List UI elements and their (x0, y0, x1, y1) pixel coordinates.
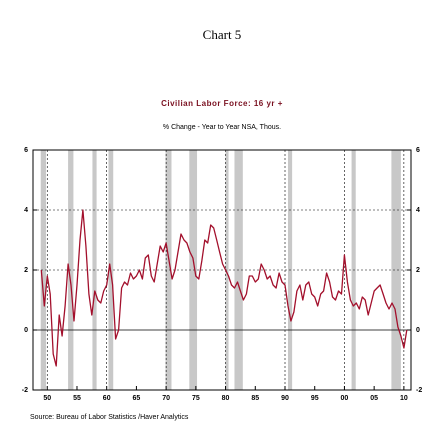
x-tick-label: 80 (222, 395, 230, 402)
y-tick-label-right: 2 (416, 267, 420, 274)
x-tick-label: 70 (162, 395, 170, 402)
source-note: Source: Bureau of Labor Statistics /Have… (30, 414, 189, 421)
x-tick-label: 85 (251, 395, 259, 402)
x-tick-label: 10 (400, 395, 408, 402)
x-tick-label: 05 (370, 395, 378, 402)
x-tick-label: 55 (73, 395, 81, 402)
y-tick-label-right: -2 (416, 387, 422, 394)
x-tick-label: 95 (311, 395, 319, 402)
recession-band (165, 150, 172, 390)
chart-note: % Change - Year to Year NSA, Thous. (163, 124, 281, 131)
y-tick-label: -2 (22, 387, 28, 394)
recession-band (40, 150, 47, 390)
y-tick-label: 6 (24, 147, 28, 154)
y-tick-label-right: 0 (416, 327, 420, 334)
recession-band (225, 150, 229, 390)
plot-frame (32, 149, 412, 391)
y-tick-label-right: 6 (416, 147, 420, 154)
y-tick-label: 4 (24, 207, 28, 214)
chart-title: Chart 5 (203, 27, 242, 42)
x-tick-label: 60 (103, 395, 111, 402)
x-tick-label: 75 (192, 395, 200, 402)
x-tick-label: 65 (133, 395, 141, 402)
chart-subtitle: Civilian Labor Force: 16 yr + (161, 99, 283, 108)
recession-band (391, 150, 401, 390)
y-tick-label-right: 4 (416, 207, 420, 214)
y-tick-label: 2 (24, 267, 28, 274)
data-line (40, 209, 408, 367)
y-tick-label: 0 (24, 327, 28, 334)
x-tick-label: 00 (341, 395, 349, 402)
x-tick-label: 90 (281, 395, 289, 402)
x-tick-label: 50 (43, 395, 51, 402)
